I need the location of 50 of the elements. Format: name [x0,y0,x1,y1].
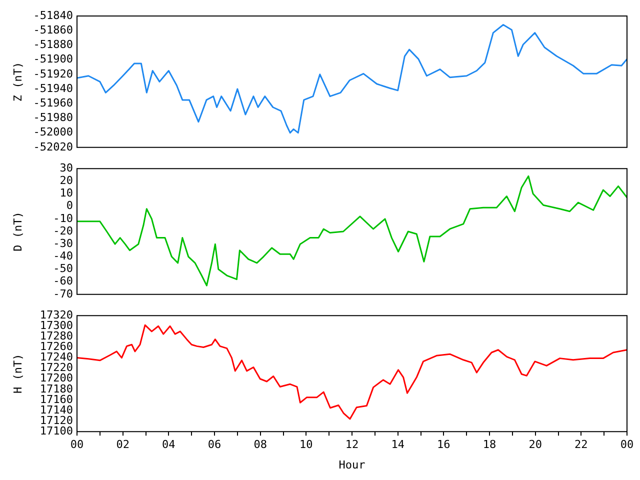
y-tick-label: 17280 [40,330,73,343]
x-tick-label: 22 [574,438,588,452]
y-tick-label: -51920 [33,67,73,80]
x-tick-label: 10 [300,438,313,452]
x-tick-label: 00 [70,438,84,452]
y-tick-label: -60 [53,274,73,288]
x-tick-label: 14 [391,438,405,452]
y-tick-label: 17320 [40,308,73,322]
y-tick-label: -51880 [33,38,73,52]
y-tick-label: 17100 [40,424,73,438]
y-tick-label: 30 [60,161,73,174]
y-tick-label: 17200 [40,372,73,385]
y-tick-label: -50 [53,262,73,276]
y-tick-label: -30 [53,236,73,250]
y-tick-label: 17140 [40,403,73,416]
y-tick-label: -70 [53,287,73,300]
y-axis-title: H (nT) [11,354,24,394]
y-tick-label: -51980 [33,111,73,124]
x-tick-label: 06 [208,438,222,452]
y-tick-label: -10 [53,212,73,225]
y-tick-label: 17220 [40,361,73,374]
y-tick-label: -52000 [33,126,73,139]
y-tick-label: -51840 [33,8,73,22]
y-axis-title: D (nT) [11,212,24,252]
y-tick-label: 0 [66,199,73,212]
y-tick-label: 17260 [40,340,73,354]
y-tick-label: 10 [60,186,73,200]
x-tick-label: 12 [345,438,359,452]
y-tick-label: 17240 [40,350,73,364]
x-tick-label: 04 [162,438,176,452]
x-tick-label: 20 [528,438,542,452]
y-tick-label: -51900 [33,52,73,66]
x-tick-label: 16 [437,438,450,452]
y-tick-label: -20 [53,224,73,238]
x-tick-label: 18 [482,438,496,452]
y-tick-label: 17180 [40,382,73,396]
x-tick-label: 08 [254,438,267,452]
y-tick-label: -51860 [33,23,73,36]
y-tick-label: 17120 [40,414,73,427]
y-tick-label: 17300 [40,319,73,332]
y-tick-label: -51960 [33,96,73,110]
y-tick-label: -51940 [33,82,73,95]
x-tick-label: 02 [116,438,130,452]
x-axis-title: Hour [338,458,366,472]
x-tick-label: 00 [620,438,634,452]
y-axis-title: Z (nT) [11,62,24,102]
y-tick-label: 17160 [40,392,73,406]
y-tick-label: -40 [53,250,73,263]
y-tick-label: 20 [60,174,73,188]
y-tick-label: -52020 [33,140,73,154]
